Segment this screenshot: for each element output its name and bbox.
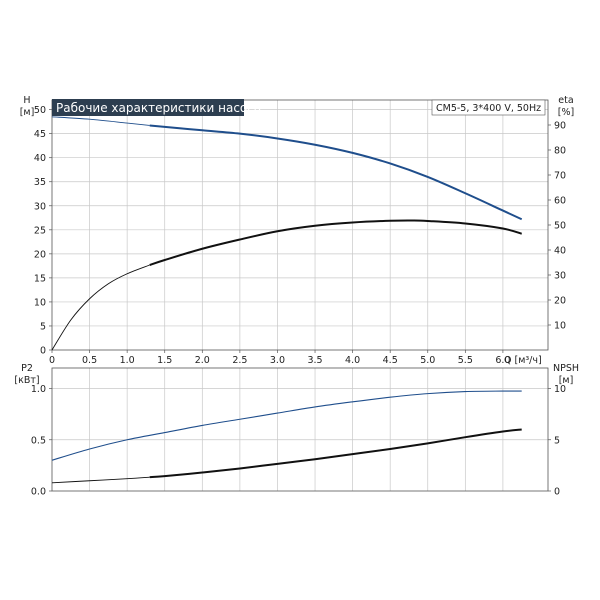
model-label: CM5-5, 3*400 V, 50Hz <box>436 103 541 114</box>
bottom-right-tick-label: 0 <box>554 487 560 498</box>
top-x-tick-label: 5.0 <box>420 355 435 366</box>
bottom-right-tick-label: 10 <box>554 384 566 395</box>
top-left-tick-label: 35 <box>34 177 46 188</box>
top-x-tick-label: 5.5 <box>458 355 473 366</box>
top-panel: 05101520253035404550102030405060708090H[… <box>20 95 575 366</box>
top-left-tick-label: 0 <box>40 346 46 357</box>
bottom-series-0-line <box>51 390 522 461</box>
top-right-tick-label: 80 <box>554 146 566 157</box>
bottom-left-axis-unit: [кВт] <box>14 375 39 386</box>
top-left-tick-label: 30 <box>34 201 46 212</box>
top-left-tick-label: 40 <box>34 153 46 164</box>
top-left-tick-label: 50 <box>34 105 46 116</box>
top-x-tick-label: 0 <box>49 355 55 366</box>
top-left-tick-label: 25 <box>34 225 46 236</box>
top-left-tick-label: 45 <box>34 129 46 140</box>
top-x-tick-label: 4.0 <box>345 355 360 366</box>
top-x-axis-title: Q [м³/ч] <box>504 355 542 366</box>
chart-header: Рабочие характеристики насоса CM5-5, 3*4… <box>52 99 546 116</box>
top-x-tick-label: 2.0 <box>195 355 210 366</box>
top-x-tick-label: 1.5 <box>157 355 172 366</box>
top-right-tick-label: 90 <box>554 121 566 132</box>
top-x-tick-label: 1.0 <box>120 355 135 366</box>
top-x-tick-label: 3.0 <box>270 355 285 366</box>
top-right-tick-label: 60 <box>554 196 566 207</box>
title-background <box>52 99 244 116</box>
top-series-0-thin <box>51 116 150 126</box>
bottom-frame <box>51 367 549 492</box>
top-series-1-line <box>149 219 522 266</box>
top-left-axis-unit: [м] <box>20 107 35 118</box>
bottom-left-tick-label: 0.0 <box>31 487 46 498</box>
top-right-tick-label: 70 <box>554 171 566 182</box>
bottom-right-tick-label: 5 <box>554 435 560 446</box>
bottom-left-tick-label: 1.0 <box>31 384 46 395</box>
chart-title: Рабочие характеристики насоса <box>56 101 261 115</box>
bottom-left-axis-title: P2 <box>21 363 33 374</box>
top-right-axis-unit: [%] <box>558 107 574 118</box>
top-x-tick-label: 6.0 <box>495 355 510 366</box>
top-left-tick-label: 5 <box>40 321 46 332</box>
top-left-tick-label: 15 <box>34 273 46 284</box>
top-right-axis-title: eta <box>558 95 573 106</box>
top-x-tick-label: 4.5 <box>383 355 398 366</box>
model-box <box>431 99 546 116</box>
top-series-1-thin <box>51 264 150 351</box>
top-series-0-line <box>149 124 523 221</box>
bottom-plot-area <box>52 368 548 491</box>
bottom-right-axis-title: NPSH <box>553 363 579 374</box>
bottom-series-1-line <box>149 428 522 479</box>
top-right-tick-label: 10 <box>554 321 566 332</box>
top-right-tick-label: 40 <box>554 246 566 257</box>
top-left-tick-label: 20 <box>34 249 46 260</box>
top-right-tick-label: 50 <box>554 221 566 232</box>
bottom-series-1-thin <box>51 476 150 484</box>
top-left-axis-title: H <box>23 95 30 106</box>
bottom-panel: 0.0 0.5 1.0 0 5 10 P2[кВт] NPSH[м] <box>14 363 579 498</box>
top-x-tick-label: 0.5 <box>82 355 97 366</box>
bottom-right-axis-unit: [м] <box>559 375 574 386</box>
top-x-tick-label: 2.5 <box>232 355 247 366</box>
top-right-tick-label: 20 <box>554 296 566 307</box>
top-left-tick-label: 10 <box>34 297 46 308</box>
top-right-tick-label: 30 <box>554 271 566 282</box>
top-x-tick-label: 3.5 <box>307 355 322 366</box>
bottom-left-tick-label: 0.5 <box>31 435 46 446</box>
